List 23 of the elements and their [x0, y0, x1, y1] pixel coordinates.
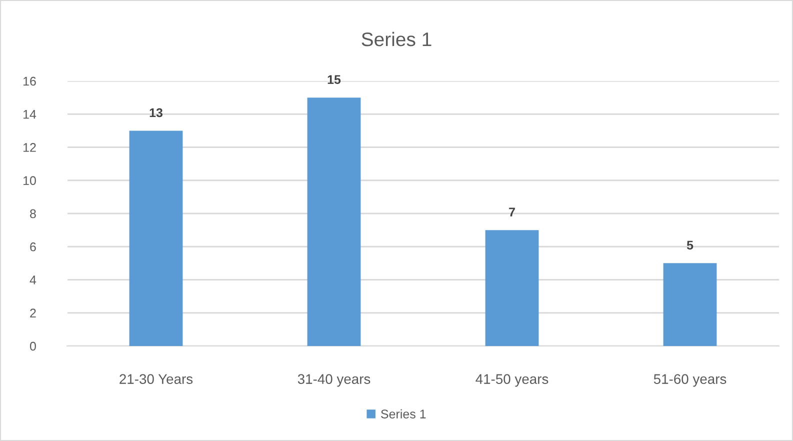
- legend-label: Series 1: [381, 409, 426, 418]
- y-tick-label: 14: [23, 110, 36, 119]
- data-label: 5: [686, 240, 694, 250]
- y-tick-label: 10: [23, 176, 36, 186]
- bar: [663, 263, 717, 346]
- x-tick-label: 21-30 Years: [120, 374, 193, 384]
- y-tick-label: 0: [30, 342, 36, 351]
- data-label: 7: [509, 208, 515, 216]
- data-label: 13: [150, 108, 162, 118]
- y-tick-label: 2: [30, 308, 36, 318]
- y-tick-label: 8: [30, 209, 36, 218]
- x-tick-label: 51-60 years: [654, 374, 726, 387]
- bar: [307, 98, 361, 346]
- x-tick-label: 31-40 years: [298, 374, 370, 387]
- bar: [129, 130, 183, 346]
- data-label: 15: [328, 75, 341, 84]
- y-tick-label: 4: [30, 276, 36, 284]
- y-tick-label: 16: [23, 76, 36, 86]
- chart-title: Series 1: [362, 32, 432, 46]
- y-tick-label: 12: [23, 143, 36, 152]
- y-tick-label: 6: [30, 242, 36, 252]
- x-tick-label: 41-50 years: [476, 374, 548, 387]
- bar: [485, 230, 539, 346]
